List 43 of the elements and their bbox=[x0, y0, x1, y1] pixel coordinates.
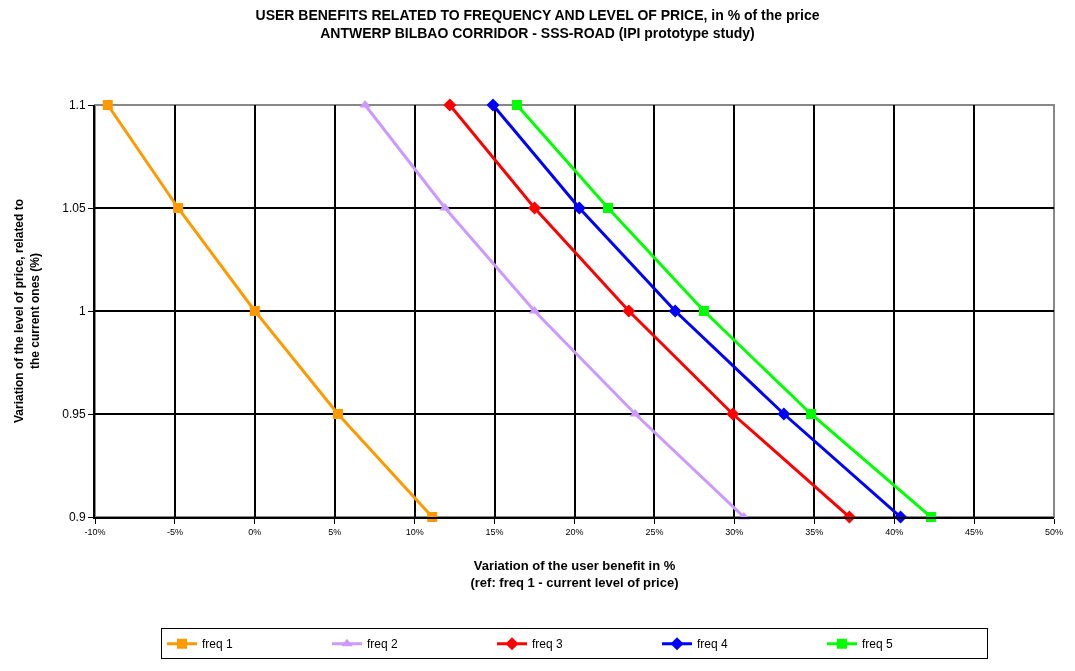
x-tick-label: 30% bbox=[725, 526, 744, 537]
point bbox=[572, 201, 586, 215]
legend-label: freq 3 bbox=[532, 637, 564, 652]
x-tick-label: 5% bbox=[328, 526, 342, 537]
point bbox=[528, 201, 542, 215]
point bbox=[777, 407, 791, 421]
y-axis-title: Variation of the level of price, related to the current ones (%) bbox=[12, 198, 43, 424]
point bbox=[249, 306, 260, 316]
x-tick-label: 35% bbox=[805, 526, 824, 537]
x-tick-label: 20% bbox=[565, 526, 584, 537]
x-tick-label: -5% bbox=[166, 526, 183, 537]
y-tick-label: 0.95 bbox=[62, 407, 86, 422]
point bbox=[603, 203, 614, 213]
point bbox=[486, 98, 500, 112]
point bbox=[668, 304, 682, 318]
y-tick-label: 1 bbox=[78, 304, 86, 319]
point bbox=[102, 100, 113, 110]
legend-label: freq 5 bbox=[862, 637, 894, 652]
x-tick-label: 50% bbox=[1044, 526, 1064, 537]
x-tick-label: 40% bbox=[885, 526, 904, 537]
point bbox=[443, 98, 457, 112]
chart-subtitle: ANTWERP BILBAO CORRIDOR - SSS-ROAD (IPI prototype study) bbox=[320, 25, 755, 42]
point bbox=[698, 306, 709, 316]
legend-label: freq 2 bbox=[367, 637, 399, 652]
x-tick-label: 45% bbox=[965, 526, 984, 537]
point bbox=[726, 407, 740, 421]
chart-title: USER BENEFITS RELATED TO FREQUENCY AND LEVEL OF PRICE, in % of the price bbox=[255, 7, 820, 24]
legend-label: freq 4 bbox=[697, 637, 729, 652]
x-tick-label: 10% bbox=[405, 526, 424, 537]
x-tick-label: 0% bbox=[248, 526, 262, 537]
point bbox=[622, 304, 636, 318]
point bbox=[332, 409, 343, 419]
y-tick-label: 1.1 bbox=[68, 98, 86, 113]
x-tick-label: 25% bbox=[645, 526, 664, 537]
x-tick-label: 15% bbox=[485, 526, 504, 537]
y-tick-label: 0.9 bbox=[68, 510, 86, 525]
point bbox=[173, 203, 184, 213]
point bbox=[511, 100, 522, 110]
x-axis-title: Variation of the user benefit in % (ref: freq 1 - current level of price) bbox=[470, 557, 679, 590]
point bbox=[806, 409, 817, 419]
x-tick-label: -10% bbox=[84, 526, 106, 537]
legend-label: freq 1 bbox=[202, 637, 234, 652]
y-tick-label: 1.05 bbox=[62, 201, 86, 216]
